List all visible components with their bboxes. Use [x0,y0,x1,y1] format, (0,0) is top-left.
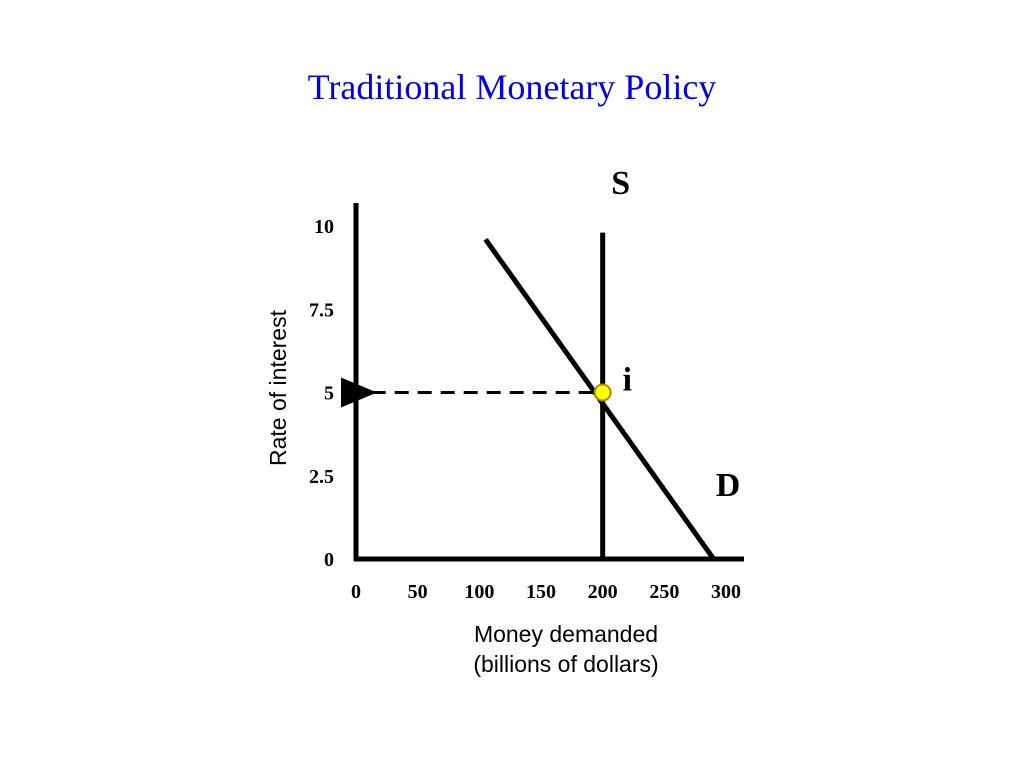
y-tick-label: 7.5 [309,299,334,321]
y-tick-label: 0 [324,549,334,571]
x-tick-label: 250 [649,581,679,603]
x-tick-label: 0 [351,581,361,603]
x-axis-title-line: (billions of dollars) [473,651,658,677]
page-title: Traditional Monetary Policy [307,67,717,107]
x-tick-label: 200 [588,581,618,603]
x-tick-label: 300 [711,581,741,603]
demand-label: D [716,467,741,504]
equilibrium-point [593,383,612,402]
x-axis-title-line: Money demanded [474,621,658,647]
y-tick-label: 10 [314,216,334,238]
x-tick-label: 100 [464,581,494,603]
y-tick-label: 2.5 [309,466,334,488]
y-tick-label: 5 [324,383,334,405]
x-tick-label: 50 [408,581,428,603]
x-tick-label: 150 [526,581,556,603]
supply-label: S [611,165,630,202]
y-axis-title: Rate of interest [265,309,291,466]
equilibrium-label: i [623,362,632,399]
